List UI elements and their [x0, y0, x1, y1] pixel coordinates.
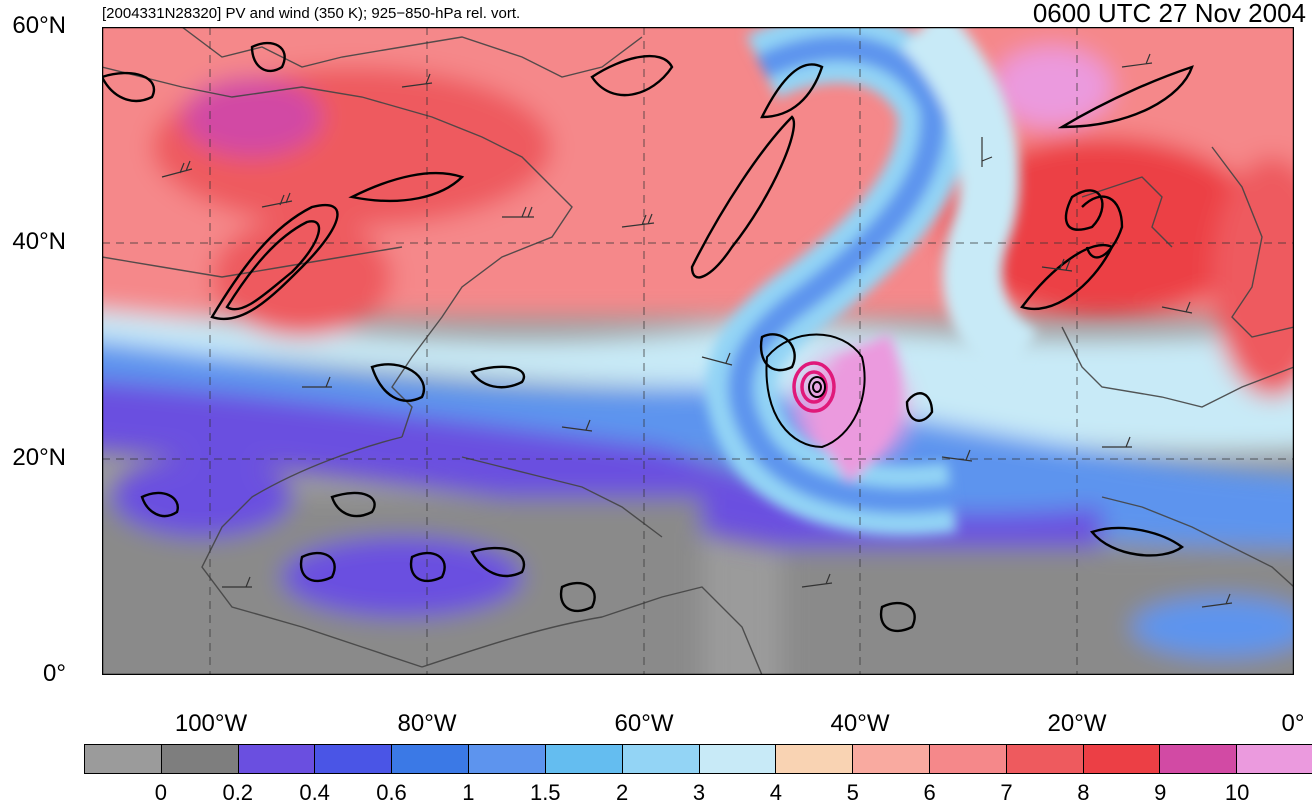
colorbar-label: 6 — [923, 780, 936, 805]
colorbar-label: 7 — [1000, 780, 1013, 805]
colorbar-label: 5 — [846, 780, 859, 805]
colorbar-label: 0 — [154, 780, 167, 805]
colorbar-label: 3 — [692, 780, 706, 805]
colorbar-swatch — [161, 745, 239, 773]
lat-label-40n: 40°N — [12, 228, 66, 255]
wind-barbs — [161, 53, 1233, 608]
colorbar-swatch — [776, 745, 854, 773]
colorbar-swatch — [929, 745, 1007, 773]
colorbar-label: 9 — [1154, 780, 1167, 805]
colorbar-label: 2 — [616, 780, 629, 805]
colorbar-swatch — [622, 745, 700, 773]
colorbar-swatch — [1160, 745, 1238, 773]
map-frame — [102, 27, 1294, 675]
colorbar-swatch — [469, 745, 546, 773]
colorbar-label: 10 — [1224, 780, 1250, 805]
plot-subtitle: [2004331N28320] PV and wind (350 K); 925… — [102, 5, 521, 22]
colorbar-swatch — [853, 745, 930, 773]
colorbar-swatch — [1237, 745, 1312, 773]
coastlines — [102, 27, 1294, 675]
colorbar-swatch — [699, 745, 777, 773]
map-panel — [102, 27, 1294, 675]
colorbar-swatch — [1083, 745, 1161, 773]
lat-label-0: 0° — [43, 660, 66, 687]
graticule — [102, 27, 1294, 675]
colorbar-swatch — [238, 745, 316, 773]
colorbar-swatch — [545, 745, 623, 773]
pv-field-shading — [102, 27, 1294, 675]
pv-map — [102, 27, 1294, 675]
lon-label-40w: 40°W — [830, 710, 890, 737]
lon-label-20w: 20°W — [1047, 710, 1107, 737]
lon-label-100w: 100°W — [174, 710, 248, 737]
vorticity-contours — [102, 41, 1194, 633]
colorbar-label: 8 — [1077, 780, 1090, 805]
colorbar-label: 1 — [462, 780, 475, 805]
colorbar-label: 0.6 — [376, 780, 407, 805]
colorbar-label: 0.2 — [222, 780, 254, 805]
colorbar-swatch — [85, 745, 162, 773]
pv-streamer — [705, 27, 1039, 536]
lon-label-0: 0° — [1281, 710, 1305, 737]
plot-timestamp: 0600 UTC 27 Nov 2004 — [1032, 0, 1306, 28]
colorbar-swatch — [1006, 745, 1084, 773]
colorbar — [84, 744, 1312, 774]
colorbar-label: 4 — [769, 780, 782, 805]
lon-label-80w: 80°W — [397, 710, 457, 737]
colorbar-swatch — [392, 745, 470, 773]
lat-label-60n: 60°N — [12, 12, 66, 39]
colorbar-label: 0.4 — [299, 780, 330, 805]
storm-core-contours — [765, 333, 866, 449]
colorbar-swatch — [315, 745, 393, 773]
lat-label-20n: 20°N — [12, 444, 66, 471]
lon-label-60w: 60°W — [614, 710, 674, 737]
colorbar-label: 1.5 — [529, 780, 561, 805]
